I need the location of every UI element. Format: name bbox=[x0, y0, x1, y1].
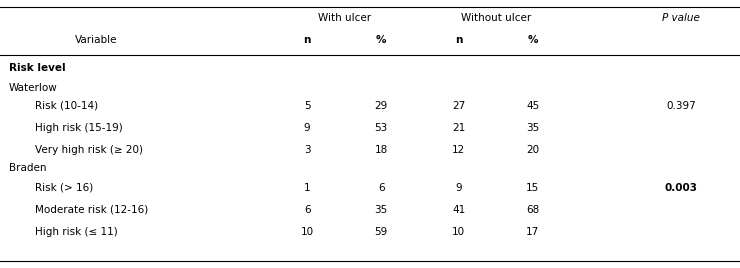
Text: 9: 9 bbox=[456, 183, 462, 193]
Text: 6: 6 bbox=[304, 205, 310, 215]
Text: 10: 10 bbox=[452, 227, 465, 237]
Text: Moderate risk (12-16): Moderate risk (12-16) bbox=[35, 205, 148, 215]
Text: 68: 68 bbox=[526, 205, 539, 215]
Text: %: % bbox=[376, 35, 386, 45]
Text: Risk (10-14): Risk (10-14) bbox=[35, 101, 98, 111]
Text: 1: 1 bbox=[304, 183, 310, 193]
Text: 21: 21 bbox=[452, 123, 465, 133]
Text: 41: 41 bbox=[452, 205, 465, 215]
Text: 29: 29 bbox=[374, 101, 388, 111]
Text: High risk (≤ 11): High risk (≤ 11) bbox=[35, 227, 118, 237]
Text: 6: 6 bbox=[378, 183, 384, 193]
Text: Risk level: Risk level bbox=[9, 63, 66, 73]
Text: 45: 45 bbox=[526, 101, 539, 111]
Text: n: n bbox=[455, 35, 462, 45]
Text: Without ulcer: Without ulcer bbox=[461, 13, 531, 23]
Text: 0.003: 0.003 bbox=[665, 183, 697, 193]
Text: Braden: Braden bbox=[9, 163, 47, 173]
Text: Variable: Variable bbox=[75, 35, 118, 45]
Text: 12: 12 bbox=[452, 145, 465, 155]
Text: 53: 53 bbox=[374, 123, 388, 133]
Text: 18: 18 bbox=[374, 145, 388, 155]
Text: 17: 17 bbox=[526, 227, 539, 237]
Text: 0.397: 0.397 bbox=[666, 101, 696, 111]
Text: P value: P value bbox=[662, 13, 700, 23]
Text: Very high risk (≥ 20): Very high risk (≥ 20) bbox=[35, 145, 143, 155]
Text: 35: 35 bbox=[374, 205, 388, 215]
Text: %: % bbox=[528, 35, 538, 45]
Text: 20: 20 bbox=[526, 145, 539, 155]
Text: High risk (15-19): High risk (15-19) bbox=[35, 123, 123, 133]
Text: With ulcer: With ulcer bbox=[317, 13, 371, 23]
Text: 9: 9 bbox=[304, 123, 310, 133]
Text: Waterlow: Waterlow bbox=[9, 83, 58, 93]
Text: 5: 5 bbox=[304, 101, 310, 111]
Text: 59: 59 bbox=[374, 227, 388, 237]
Text: 3: 3 bbox=[304, 145, 310, 155]
Text: 10: 10 bbox=[300, 227, 314, 237]
Text: Risk (> 16): Risk (> 16) bbox=[35, 183, 93, 193]
Text: 27: 27 bbox=[452, 101, 465, 111]
Text: 35: 35 bbox=[526, 123, 539, 133]
Text: n: n bbox=[303, 35, 311, 45]
Text: 15: 15 bbox=[526, 183, 539, 193]
